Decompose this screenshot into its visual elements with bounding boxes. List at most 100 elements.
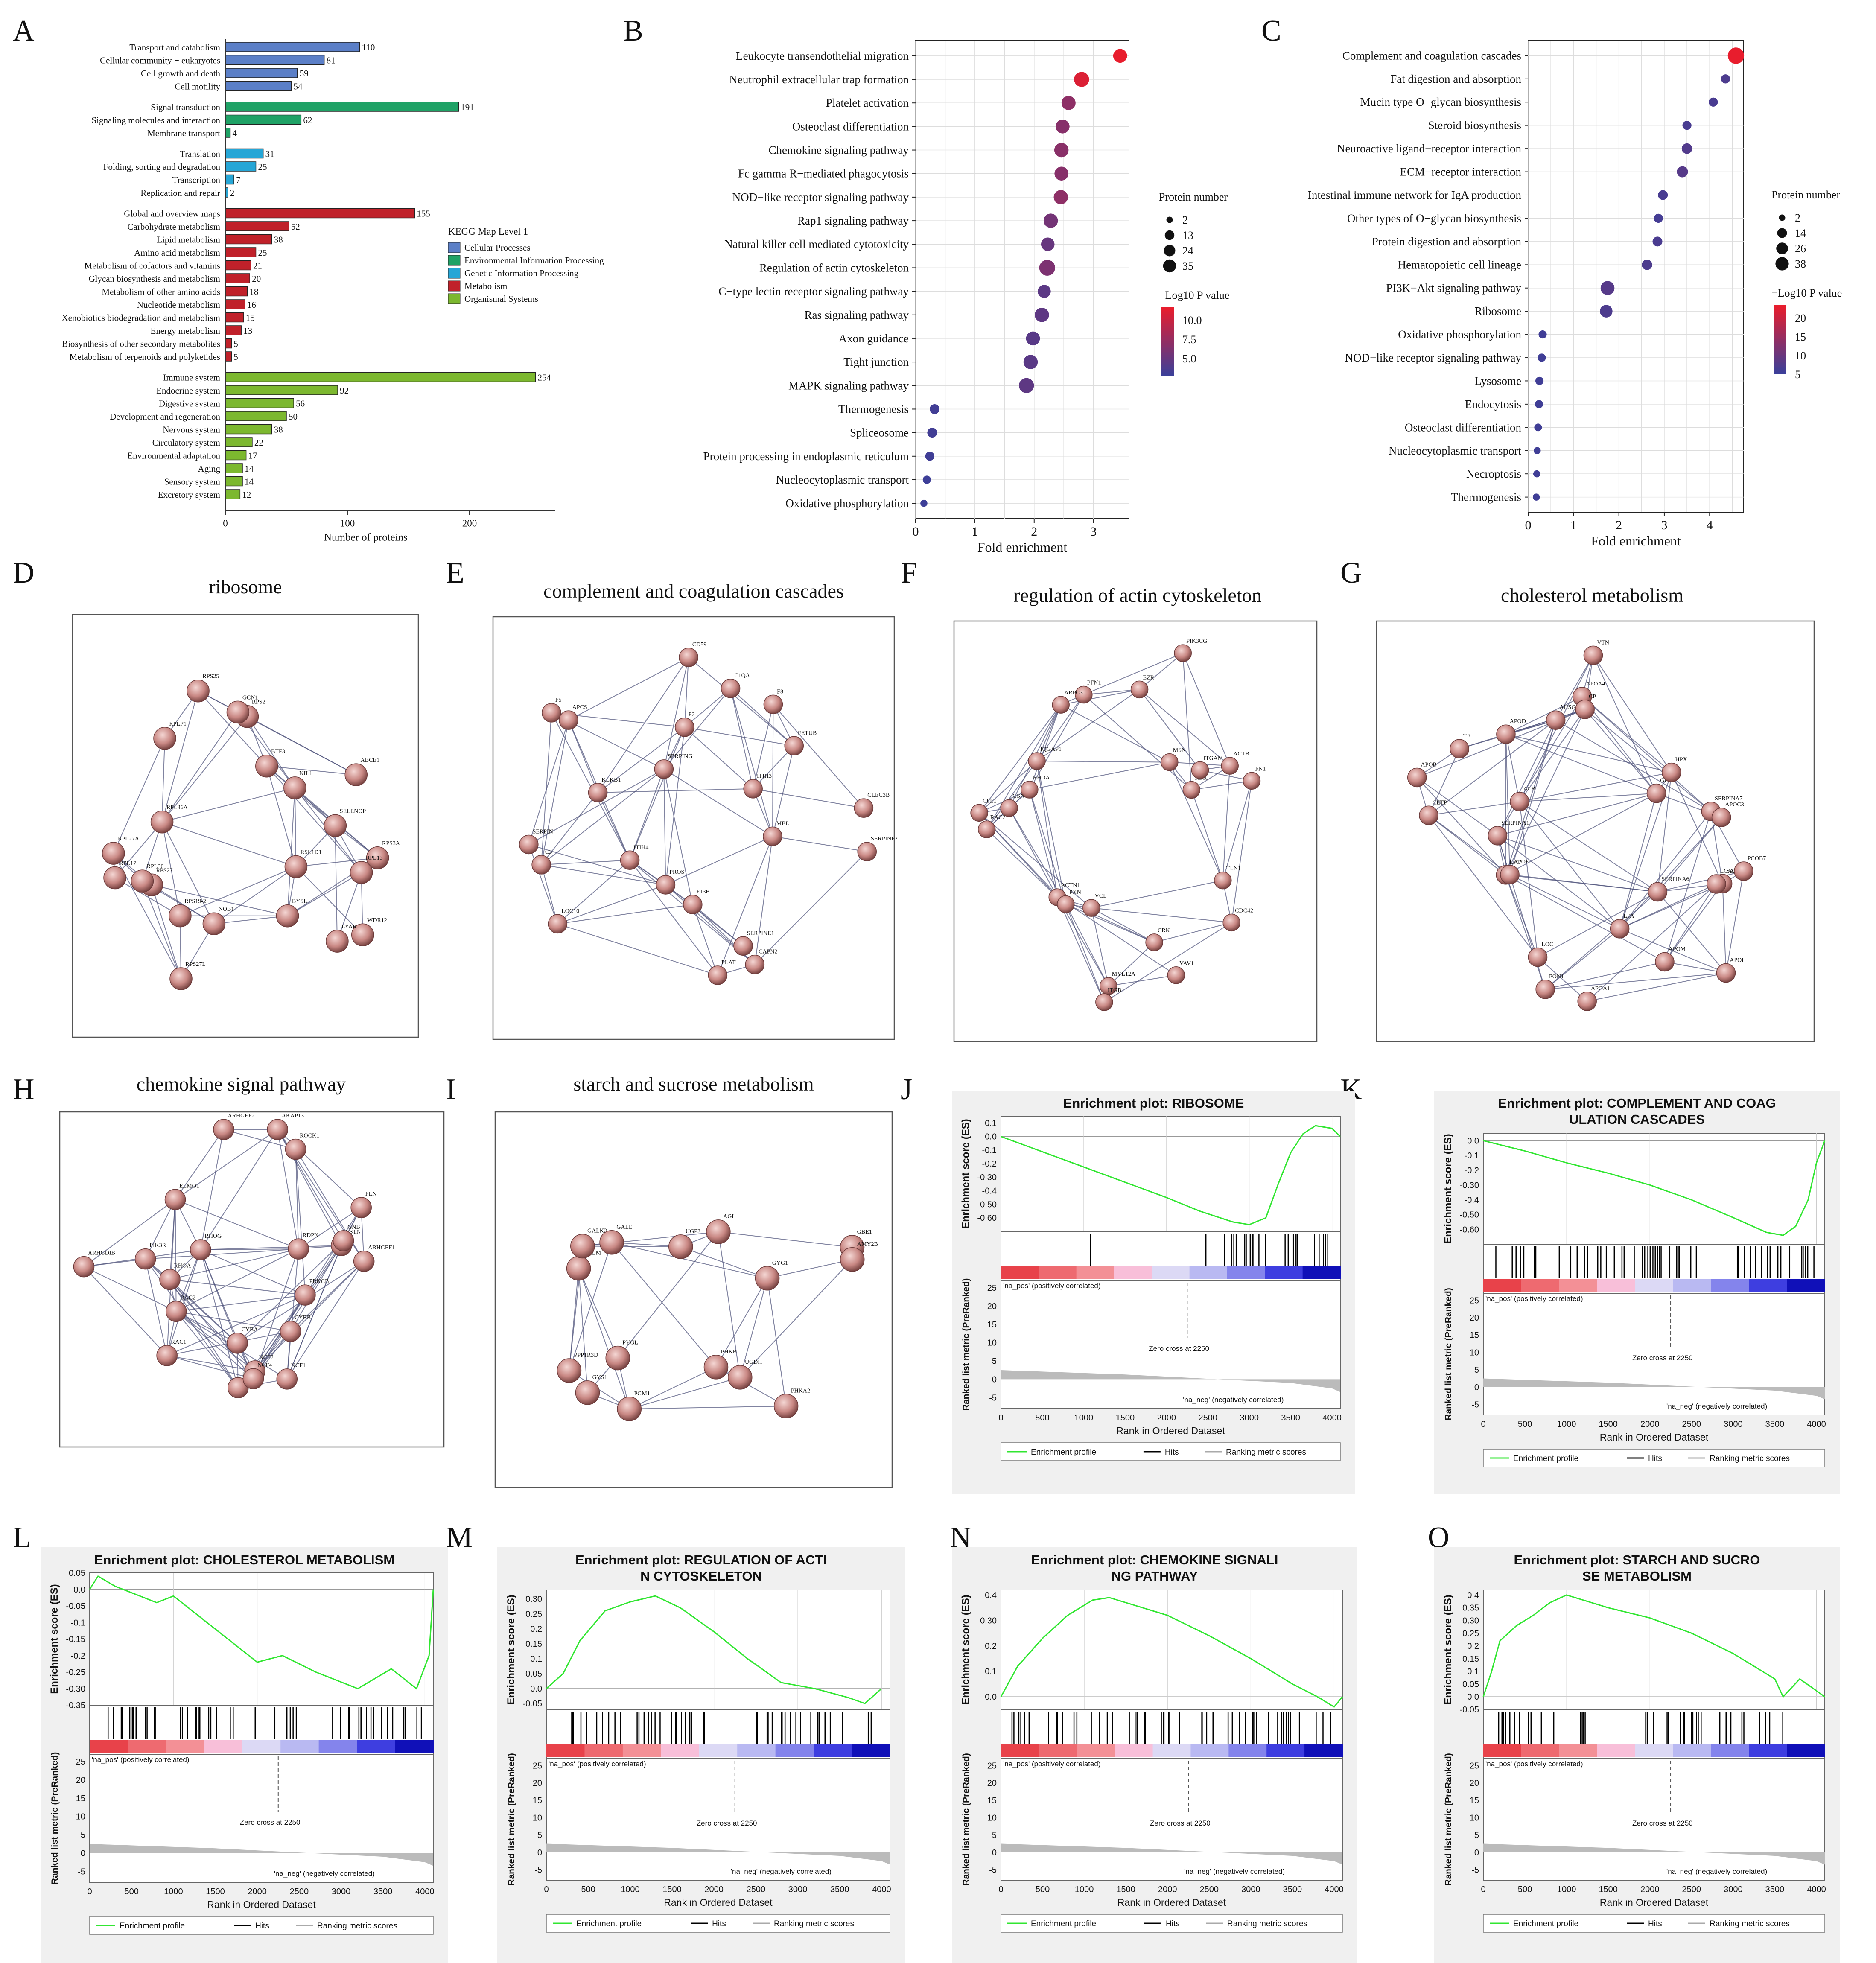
data-label: 38 — [274, 425, 283, 435]
bar-label: Excretory system — [158, 490, 220, 500]
panel-letter-l: L — [13, 1521, 31, 1554]
edge — [1519, 801, 1620, 929]
term-label: Chemokine signaling pathway — [769, 144, 909, 157]
edge — [1029, 789, 1058, 898]
rank-color-segment — [1559, 1279, 1598, 1292]
node-label: RPL17 — [119, 860, 136, 867]
colorbar-tick-label: 5.0 — [1182, 353, 1196, 365]
ranked-metric-area — [1001, 1280, 1341, 1409]
pos-correlated-label: 'na_pos' (positively correlated) — [1485, 1760, 1583, 1768]
node-label: AKAP13 — [282, 1113, 304, 1119]
edge — [1154, 922, 1232, 943]
colorbar-segment — [1161, 353, 1174, 356]
x-tick-label: 2 — [1031, 525, 1037, 539]
node-label: NOB1 — [219, 906, 234, 913]
term-label: Complement and coagulation cascades — [1342, 49, 1521, 62]
rank-x-tick-label: 0 — [998, 1885, 1003, 1894]
edge — [684, 688, 731, 728]
node-label: CRK — [1158, 928, 1170, 934]
rank-x-tick-label: 1500 — [1599, 1885, 1618, 1894]
network-title: starch and sucrose metabolism — [573, 1073, 814, 1095]
edge — [1657, 817, 1722, 893]
node-label: ALB — [1523, 786, 1535, 792]
node — [668, 1234, 693, 1259]
node — [1221, 757, 1239, 775]
bar — [225, 174, 234, 185]
edge — [176, 1311, 254, 1380]
edge — [754, 836, 773, 965]
rank-x-tick-label: 1500 — [1116, 1885, 1135, 1894]
bar-label: Carbohydrate metabolism — [127, 222, 220, 232]
bar — [225, 476, 243, 487]
colorbar-segment — [1161, 355, 1174, 357]
legend-label: Genetic Information Processing — [464, 268, 579, 278]
node — [283, 776, 306, 799]
node — [1500, 865, 1520, 884]
gsea-j: Enrichment plot: RIBOSOME 0.1 0.0 -0.1 -0.2 -… — [952, 1091, 1355, 1494]
zero-cross-label: Zero cross at 2250 — [1149, 1345, 1209, 1353]
rank-x-tick-label: 2500 — [747, 1885, 766, 1894]
es-tick-label: 0.25 — [1462, 1629, 1479, 1638]
es-tick-label: -0.50 — [977, 1200, 997, 1209]
edge — [557, 904, 693, 925]
node — [721, 678, 741, 698]
colorbar-segment — [1161, 321, 1174, 323]
rank-x-tick-label: 0 — [1481, 1885, 1485, 1894]
rank-tick-label: -5 — [989, 1393, 997, 1403]
edge — [1657, 891, 1727, 974]
node-label: RPL36A — [166, 805, 188, 811]
data-label: 14 — [245, 464, 254, 474]
es-tick-label: 0.05 — [1462, 1680, 1479, 1689]
rank-color-segment — [1001, 1744, 1039, 1757]
node-label: CFL1 — [983, 798, 997, 804]
node-label: CETP — [1433, 799, 1447, 806]
edge — [296, 857, 378, 867]
term-label: Thermogenesis — [838, 403, 909, 415]
node — [169, 904, 192, 928]
node-label: CD59 — [692, 642, 706, 648]
rank-color-segment — [1711, 1279, 1750, 1292]
legend-label: Cellular Processes — [464, 242, 531, 253]
data-label: 14 — [245, 477, 254, 487]
edge — [1057, 897, 1105, 1003]
edge — [1519, 793, 1657, 802]
node-label: APOB — [1421, 761, 1436, 768]
node — [599, 1230, 624, 1255]
edge — [715, 1367, 787, 1407]
size-legend-dot — [1163, 259, 1176, 273]
edge — [1029, 761, 1170, 790]
panel-letter-i: I — [446, 1073, 456, 1106]
term-label: Steroid biosynthesis — [1428, 119, 1521, 132]
edge — [663, 769, 693, 905]
legend-hits-label: Hits — [712, 1919, 726, 1928]
x-tick-label: 100 — [340, 518, 355, 529]
rank-tick-label: -5 — [78, 1867, 85, 1876]
rank-x-tick-label: 3000 — [332, 1887, 351, 1896]
term-label: PI3K−Akt signaling pathway — [1386, 282, 1521, 295]
colorbar-segment — [1774, 350, 1786, 352]
rank-x-tick-label: 0 — [998, 1413, 1003, 1423]
edge — [1584, 709, 1711, 812]
edge — [598, 727, 685, 793]
legend-metric-label: Ranking metric scores — [317, 1922, 397, 1931]
edge — [175, 1129, 224, 1200]
edge — [1061, 689, 1140, 706]
edge — [1169, 762, 1223, 881]
bar-label: Metabolism of other amino acids — [102, 287, 220, 297]
zero-cross-label: Zero cross at 2250 — [697, 1819, 757, 1827]
gsea-title-line2: N CYTOSKELETON — [640, 1569, 762, 1584]
rank-x-tick-label: 4000 — [1807, 1420, 1826, 1429]
node — [350, 861, 373, 884]
bubble — [1041, 237, 1055, 251]
es-plot-area — [546, 1590, 890, 1710]
bubble — [1035, 308, 1049, 322]
es-tick-label: -0.1 — [1465, 1151, 1479, 1161]
edge — [1505, 875, 1538, 957]
term-label: Osteoclast differentiation — [792, 120, 909, 133]
node — [519, 834, 539, 855]
edge — [1009, 808, 1066, 905]
es-tick-label: -0.05 — [66, 1602, 85, 1611]
node-label: ABCE1 — [361, 757, 379, 764]
es-tick-label: 0.0 — [73, 1585, 85, 1595]
size-legend-label: 35 — [1182, 260, 1193, 272]
